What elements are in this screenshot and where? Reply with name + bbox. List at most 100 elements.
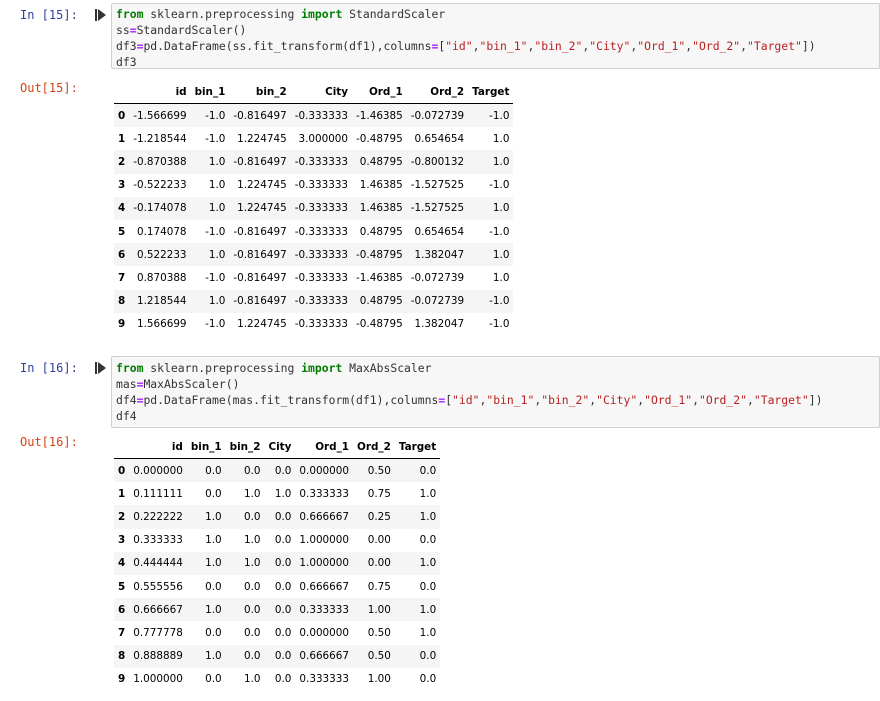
row-index: 9 bbox=[118, 318, 126, 331]
table-cell: 1.224745 bbox=[237, 132, 287, 145]
table-cell: 1.46385 bbox=[359, 179, 403, 192]
code-line: mas=MaxAbsScaler() bbox=[112, 376, 879, 392]
table-cell: 0.111111 bbox=[133, 487, 183, 500]
table-cell: 1.0 bbox=[208, 295, 226, 308]
table-cell: 0.0 bbox=[419, 534, 437, 547]
input-prompt: In [15]: bbox=[20, 8, 78, 22]
table-cell: 1.224745 bbox=[237, 318, 287, 331]
table-cell: 0.222222 bbox=[133, 510, 183, 523]
table-header-row: id bin_1 bin_2 City Ord_1 Ord_2 Target bbox=[114, 81, 514, 104]
table-cell: 0.333333 bbox=[299, 603, 350, 616]
row-index: 4 bbox=[118, 557, 126, 570]
column-header: Target bbox=[394, 436, 441, 459]
code-token: "City" bbox=[589, 39, 631, 53]
table-cell: 0.0 bbox=[243, 510, 261, 523]
row-index: 8 bbox=[118, 650, 126, 663]
code-token: df3 bbox=[116, 39, 137, 53]
column-header: Target bbox=[468, 81, 514, 104]
table-cell: 0.50 bbox=[367, 626, 391, 639]
code-token: "bin_2" bbox=[534, 39, 583, 53]
table-row: 5 0.174078 -1.0 -0.816497 -0.333333 0.48795 0.… bbox=[114, 220, 513, 243]
table-cell: 0.0 bbox=[419, 580, 437, 593]
table-cell: 1.0 bbox=[419, 510, 437, 523]
table-cell: -1.0 bbox=[489, 318, 510, 331]
row-index: 3 bbox=[118, 534, 126, 547]
code-token: , bbox=[527, 39, 535, 53]
code-token: "Ord_2" bbox=[692, 39, 741, 53]
code-input-area[interactable]: from sklearn.preprocessing import Standa… bbox=[111, 3, 880, 69]
table-row: 7 0.870388 -1.0 -0.816497 -0.333333 -1.46385-… bbox=[114, 266, 513, 289]
input-prompt: In [16]: bbox=[20, 361, 78, 375]
code-token: , bbox=[637, 393, 645, 407]
table-cell: 1.0 bbox=[205, 603, 222, 616]
table-cell: -1.527525 bbox=[410, 179, 465, 192]
table-cell: 0.50 bbox=[367, 464, 391, 477]
table-cell: -1.0 bbox=[205, 271, 226, 284]
table-cell: 0.00 bbox=[367, 557, 391, 570]
column-header: City bbox=[264, 436, 296, 459]
table-cell: 1.0 bbox=[274, 487, 292, 500]
code-token: , bbox=[685, 39, 693, 53]
table-cell: 1.382047 bbox=[414, 248, 465, 261]
code-token: = bbox=[136, 39, 144, 53]
table-row: 4 0.444444 1.0 1.0 0.0 1.000000 0.00 1.0 bbox=[114, 551, 441, 575]
column-header: bin_2 bbox=[225, 436, 265, 459]
table-cell: -0.333333 bbox=[294, 248, 349, 261]
table-cell: 0.0 bbox=[243, 580, 261, 593]
code-line: df3=pd.DataFrame(ss.fit_transform(df1),c… bbox=[112, 38, 879, 54]
run-cell-icon[interactable] bbox=[95, 8, 107, 22]
table-cell: 0.0 bbox=[274, 534, 292, 547]
table-cell: 1.0 bbox=[205, 557, 222, 570]
table-cell: -0.333333 bbox=[294, 225, 349, 238]
code-token: = bbox=[129, 23, 137, 37]
table-cell: 1.0 bbox=[419, 557, 437, 570]
output-prompt: Out[15]: bbox=[20, 81, 78, 95]
table-cell: -0.333333 bbox=[294, 295, 349, 308]
table-cell: 1.00 bbox=[367, 603, 391, 616]
row-index: 7 bbox=[118, 271, 126, 284]
table-cell: 1.0 bbox=[243, 487, 261, 500]
code-token: , bbox=[740, 39, 747, 53]
table-row: 0 -1.566699 -1.0 -0.816497 -0.333333 -1.46385… bbox=[114, 103, 514, 128]
code-token: "bin_1" bbox=[486, 393, 535, 407]
code-token: "Ord_2" bbox=[698, 393, 747, 407]
code-line: from sklearn.preprocessing import MaxAbs… bbox=[112, 360, 879, 376]
code-token: mas bbox=[116, 377, 137, 391]
table-cell: 1.0 bbox=[492, 202, 510, 215]
table-cell: -0.870388 bbox=[133, 155, 187, 168]
table-cell: 0.0 bbox=[243, 464, 261, 477]
column-header: Ord_2 bbox=[353, 436, 395, 459]
table-cell: -0.072739 bbox=[410, 271, 465, 284]
row-index: 6 bbox=[118, 248, 126, 261]
table-cell: 1.0 bbox=[243, 673, 261, 686]
code-token: pd.DataFrame(mas.fit_transform(df1),colu… bbox=[143, 393, 439, 407]
table-cell: -0.333333 bbox=[294, 179, 349, 192]
table-row: 4 -0.174078 1.0 1.224745 -0.333333 1.46385 -1.… bbox=[114, 196, 514, 220]
table-cell: 0.75 bbox=[367, 487, 391, 500]
table-cell: 1.0 bbox=[205, 510, 222, 523]
table-cell: 0.174078 bbox=[136, 225, 187, 238]
code-token: "id" bbox=[445, 39, 473, 53]
table-cell: -1.0 bbox=[205, 132, 226, 145]
code-token: "Target" bbox=[753, 393, 809, 407]
column-header: id bbox=[129, 81, 191, 104]
table-cell: 0.00 bbox=[367, 534, 391, 547]
table-row: 9 1.566699 -1.0 1.224745 -0.333333 -0.48795 1.… bbox=[114, 313, 513, 336]
code-token: = bbox=[438, 393, 446, 407]
table-row: 7 0.777778 0.0 0.0 0.0 0.000000 0.50 1.0 bbox=[114, 621, 440, 644]
table-cell: 1.000000 bbox=[299, 534, 350, 547]
code-token: ]) bbox=[808, 393, 823, 407]
table-cell: 0.333333 bbox=[299, 487, 350, 500]
code-input-area[interactable]: from sklearn.preprocessing import MaxAbs… bbox=[111, 356, 880, 428]
code-token: = bbox=[136, 393, 144, 407]
table-cell: -1.0 bbox=[205, 318, 226, 331]
code-token: df4 bbox=[116, 409, 137, 423]
table-cell: 0.0 bbox=[243, 603, 261, 616]
table-cell: 0.666667 bbox=[299, 650, 350, 663]
table-cell: -1.0 bbox=[489, 295, 510, 308]
code-token: "bin_2" bbox=[541, 393, 590, 407]
column-header: bin_1 bbox=[190, 81, 230, 104]
table-cell: 0.0 bbox=[274, 464, 292, 477]
row-index: 2 bbox=[118, 155, 126, 168]
run-cell-icon[interactable] bbox=[95, 361, 107, 375]
